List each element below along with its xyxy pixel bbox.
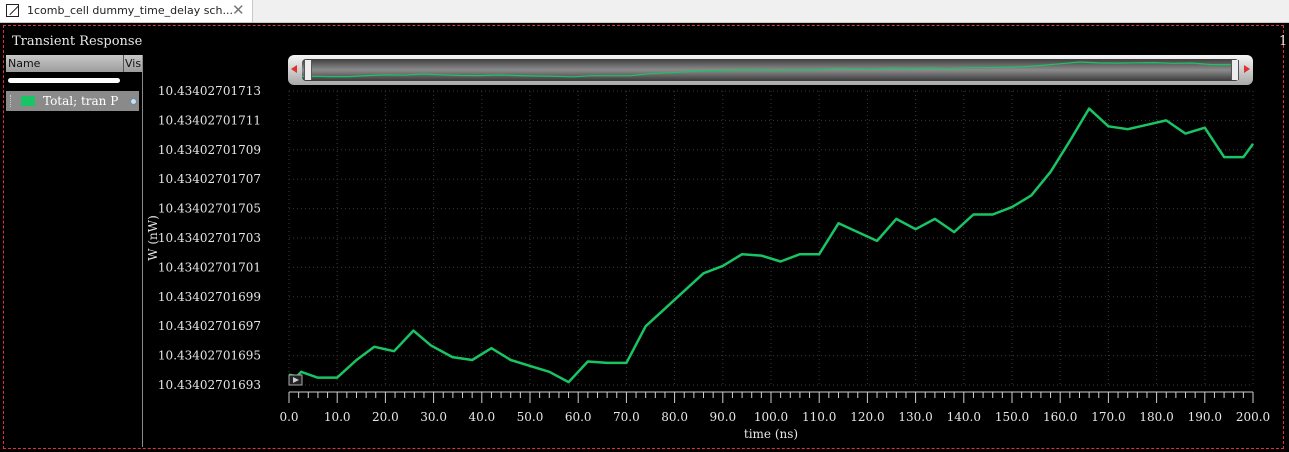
y-tick-label: 10.43402701711	[158, 113, 261, 127]
y-tick-label: 10.43402701703	[158, 231, 261, 245]
overview-track[interactable]	[301, 59, 1240, 81]
tab-bar: 1comb_cell dummy_time_delay sch... ✕	[0, 0, 1289, 23]
trace-color-swatch	[21, 96, 35, 106]
x-tick-label: 30.0	[420, 410, 447, 424]
x-tick-label: 70.0	[613, 410, 640, 424]
y-tick-label: 10.43402701695	[158, 349, 261, 363]
y-tick-label: 10.43402701693	[158, 378, 261, 392]
scroll-left-arrow-icon[interactable]	[291, 65, 297, 73]
tab-document[interactable]: 1comb_cell dummy_time_delay sch... ✕	[0, 0, 253, 22]
x-tick-label: 190.0	[1188, 410, 1222, 424]
subwindow-index: 1	[1279, 34, 1288, 49]
right-zoom-handle[interactable]	[1231, 60, 1239, 80]
x-tick-label: 100.0	[754, 410, 788, 424]
panel-title: Transient Response	[12, 34, 143, 49]
y-tick-label: 10.43402701701	[158, 260, 261, 274]
x-tick-label: 120.0	[850, 410, 884, 424]
x-tick-label: 200.0	[1236, 410, 1270, 424]
x-tick-label: 40.0	[468, 410, 495, 424]
scroll-right-arrow-icon[interactable]	[1244, 65, 1250, 73]
graph-window-frame	[3, 25, 1284, 449]
zoom-overview-bar[interactable]	[288, 55, 1253, 85]
x-tick-label: 130.0	[898, 410, 932, 424]
legend-col-name[interactable]: Name	[8, 57, 41, 70]
legend-item-label: Total; tran P	[43, 94, 119, 108]
x-tick-label: 170.0	[1091, 410, 1125, 424]
visibility-icon[interactable]	[130, 98, 137, 105]
x-tick-label: 0.0	[279, 410, 298, 424]
x-tick-label: 110.0	[802, 410, 836, 424]
y-tick-label: 10.43402701709	[158, 143, 261, 157]
close-icon[interactable]: ✕	[232, 1, 245, 19]
legend-header: Name Vis	[6, 55, 142, 72]
x-tick-label: 150.0	[995, 410, 1029, 424]
tab-title: 1comb_cell dummy_time_delay sch...	[27, 4, 233, 17]
x-tick-label: 140.0	[947, 410, 981, 424]
y-axis-label: W (nW)	[146, 215, 160, 261]
play-icon	[293, 377, 299, 383]
schematic-icon	[6, 4, 19, 17]
x-tick-label: 60.0	[565, 410, 592, 424]
trace-legend: Name Vis Total; tran P	[6, 55, 143, 447]
y-tick-label: 10.43402701707	[158, 172, 261, 186]
x-tick-label: 90.0	[709, 410, 736, 424]
y-tick-label: 10.43402701699	[158, 290, 261, 304]
x-tick-label: 20.0	[372, 410, 399, 424]
x-tick-label: 50.0	[517, 410, 544, 424]
series-line-total[interactable]	[288, 107, 1255, 384]
tree-line	[10, 95, 12, 107]
legend-filter-bar[interactable]	[8, 78, 120, 83]
legend-col-vis[interactable]: Vis	[125, 57, 142, 70]
x-tick-label: 160.0	[1043, 410, 1077, 424]
y-tick-label: 10.43402701705	[158, 202, 261, 216]
column-divider[interactable]	[123, 55, 124, 72]
x-tick-label: 10.0	[324, 410, 351, 424]
left-zoom-handle[interactable]	[304, 60, 312, 80]
x-tick-label: 180.0	[1139, 410, 1173, 424]
x-axis-label: time (ns)	[744, 427, 798, 441]
y-tick-label: 10.43402701713	[158, 84, 261, 98]
x-tick-label: 80.0	[661, 410, 688, 424]
overview-trace	[301, 61, 1240, 78]
y-tick-label: 10.43402701697	[158, 319, 261, 333]
legend-item[interactable]: Total; tran P	[6, 91, 139, 111]
overview-series-line	[301, 61, 1240, 78]
